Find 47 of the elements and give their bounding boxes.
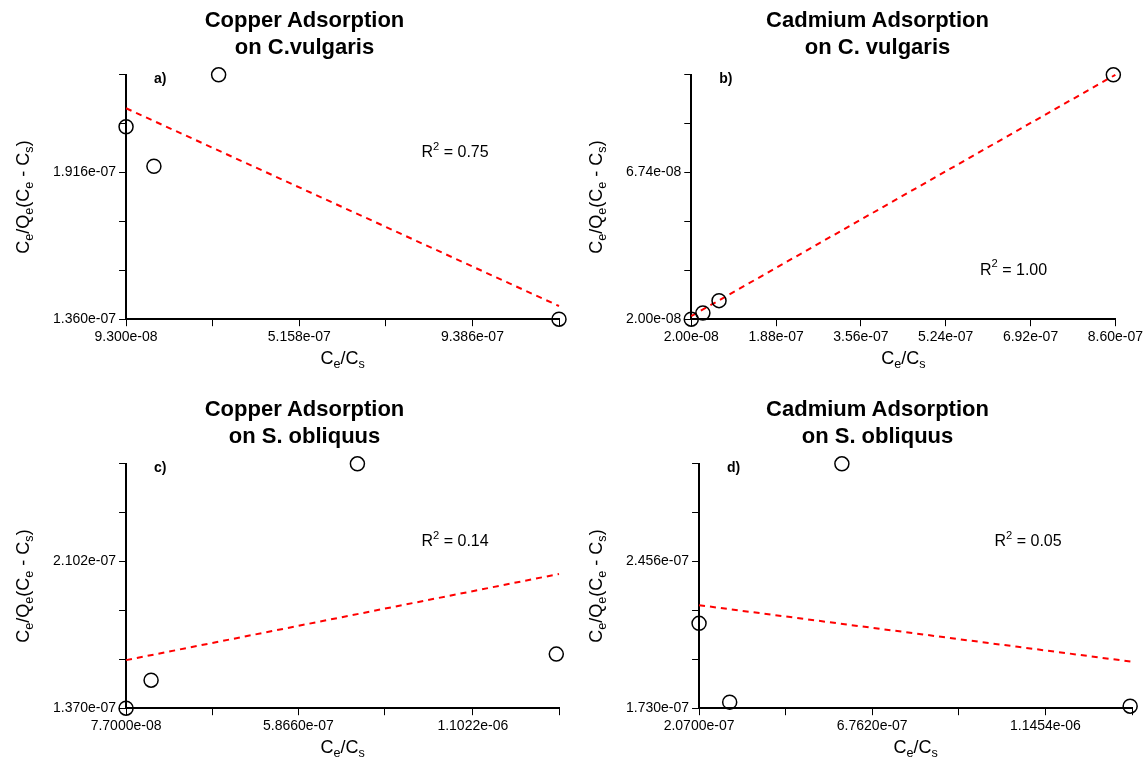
- point: [834, 456, 850, 472]
- y-tick-label: 1.360e-07: [52, 310, 117, 327]
- point: [146, 158, 162, 175]
- point: [1105, 67, 1122, 83]
- annotation: a): [154, 69, 167, 86]
- annotation: d): [727, 458, 741, 475]
- point: [1122, 698, 1138, 714]
- x-tick-label: 6.7620e-07: [836, 717, 908, 734]
- y-tick-label: 2.456e-07: [625, 552, 690, 569]
- y-tick-label: 1.370e-07: [52, 699, 117, 716]
- chart-title: Copper Adsorption on S. obliquus: [204, 396, 405, 448]
- x-tick-label: 8.60e-07: [1087, 328, 1144, 345]
- x-tick-label: 1.1022e-06: [437, 717, 509, 734]
- x-tick-label: 3.56e-07: [833, 328, 889, 345]
- point: [118, 700, 134, 716]
- x-tick-label: 5.8660e-07: [263, 717, 335, 734]
- x-tick-label: 9.386e-07: [440, 328, 505, 345]
- x-tick-label: 2.00e-08: [663, 328, 720, 345]
- annotation: b): [719, 69, 733, 86]
- point: [721, 694, 738, 710]
- x-tick-label: 7.7000e-08: [90, 717, 162, 734]
- chart-title: Cadmium Adsorption on S. obliquus: [766, 396, 989, 448]
- x-tick-label: 5.24e-07: [918, 328, 974, 345]
- point: [711, 292, 727, 309]
- x-tick-label: 2.0700e-07: [663, 717, 735, 734]
- y-tick-label: 6.74e-08: [625, 163, 682, 180]
- chart-title: Copper Adsorption on C.vulgaris: [204, 7, 405, 59]
- point: [548, 646, 565, 662]
- x-tick-label: 6.92e-07: [1002, 328, 1059, 345]
- chart-title: Cadmium Adsorption on C. vulgaris: [766, 7, 989, 59]
- point: [210, 67, 227, 83]
- y-tick-label: 1.916e-07: [52, 163, 117, 180]
- x-tick-label: 5.158e-07: [267, 328, 331, 345]
- point: [349, 456, 366, 472]
- y-tick-label: 2.00e-08: [625, 310, 682, 327]
- annotation: c): [154, 458, 167, 475]
- x-tick-label: 1.88e-07: [748, 328, 804, 345]
- x-tick-label: 9.300e-08: [94, 328, 158, 345]
- y-tick-label: 1.730e-07: [625, 699, 690, 716]
- point: [551, 311, 567, 327]
- point: [691, 615, 707, 632]
- point: [695, 305, 711, 321]
- point: [143, 672, 159, 688]
- x-tick-label: 1.1454e-06: [1009, 717, 1082, 734]
- point: [118, 118, 134, 135]
- point: [683, 311, 700, 327]
- y-tick-label: 2.102e-07: [52, 552, 117, 569]
